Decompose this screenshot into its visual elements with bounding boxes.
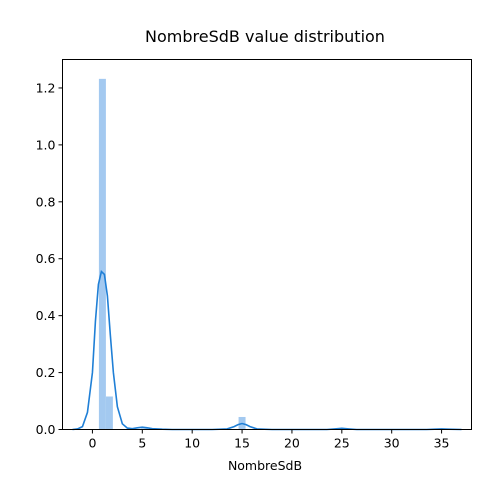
y-tick-label: 1.0	[36, 137, 56, 152]
x-tick-label: 20	[284, 436, 300, 451]
histogram-bar	[140, 428, 148, 430]
y-tick-label: 0.8	[36, 194, 56, 209]
plot-area	[72, 78, 462, 431]
x-axis-title: NombreSdB	[228, 458, 302, 473]
kde-line	[72, 270, 462, 431]
y-tick-label: 0.2	[36, 365, 56, 380]
y-tick-label: 0.4	[36, 308, 56, 323]
y-tick-label: 1.2	[36, 80, 56, 95]
plot-frame	[62, 59, 472, 430]
x-tick-label: 0	[88, 436, 96, 451]
x-tick-label: 35	[434, 436, 450, 451]
chart-title: NombreSdB value distribution	[145, 27, 385, 46]
x-tick-label: 10	[184, 436, 200, 451]
x-tick-label: 30	[384, 436, 400, 451]
y-tick-label: 0.6	[36, 251, 56, 266]
x-tick-label: 25	[334, 436, 350, 451]
x-axis: 0 5 10 15 20 25 30 35	[88, 429, 450, 451]
x-tick-label: 15	[234, 436, 250, 451]
y-axis: 0.0 0.2 0.4 0.6 0.8 1.0 1.2	[36, 80, 63, 437]
x-tick-label: 5	[138, 436, 146, 451]
y-tick-label: 0.0	[36, 422, 56, 437]
histogram-bar	[98, 78, 106, 430]
histogram-bar	[105, 396, 113, 430]
